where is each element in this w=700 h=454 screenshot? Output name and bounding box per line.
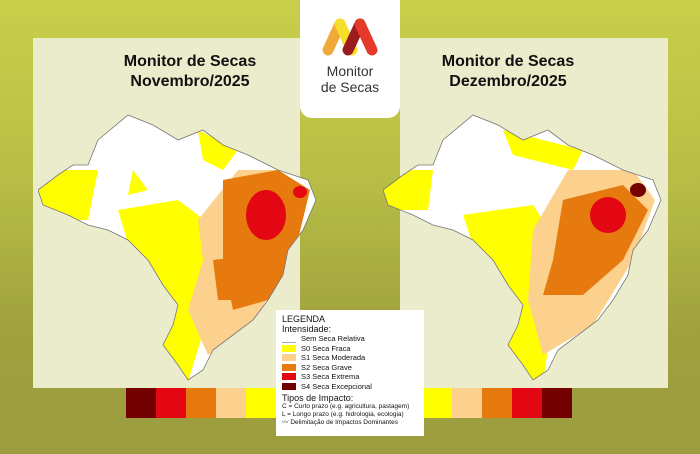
legend-boundary: 〰 Delimitação de Impactos Dominantes <box>282 419 418 427</box>
legend-swatch <box>282 344 296 352</box>
legend-item: S3 Seca Extrema <box>282 372 418 382</box>
legend-item-label: S3 Seca Extrema <box>301 372 360 382</box>
legend-item-label: S0 Seca Fraca <box>301 343 351 353</box>
stripe-segment <box>452 388 482 418</box>
legend-item: S2 Seca Grave <box>282 363 418 373</box>
brazil-outline <box>38 114 317 381</box>
title-line2: Dezembro/2025 <box>449 73 567 90</box>
legend-intensity-label: Intensidade: <box>282 324 332 334</box>
legend-swatch <box>282 363 296 371</box>
s2-area-south <box>213 255 258 300</box>
stripe-segment <box>216 388 246 418</box>
stripe-segment <box>512 388 542 418</box>
logo-text-line1: Monitor <box>326 63 374 79</box>
legend-impact-short: C = Curto prazo (e.g. agricultura, pasta… <box>282 403 410 410</box>
stripe-segment <box>542 388 572 418</box>
legend-swatch <box>282 373 296 381</box>
s3-area <box>246 190 286 240</box>
brazil-map-december <box>383 114 662 381</box>
legend-item-label: S4 Seca Excepcional <box>301 381 372 391</box>
legend-boundary-label: Delimitação de Impactos Dominantes <box>290 419 398 426</box>
title-line1: Monitor de Secas <box>123 53 257 70</box>
stripe-segment <box>156 388 186 418</box>
legend-item: S1 Seca Moderada <box>282 353 418 363</box>
map-title-november: Monitor de Secas Novembro/2025 <box>60 52 320 92</box>
title-line1: Monitor de Secas <box>441 53 575 70</box>
boundary-line-icon: 〰 <box>282 419 289 426</box>
stripe-segment <box>126 388 156 418</box>
s3-area <box>590 197 626 233</box>
m-logo-icon <box>322 18 378 56</box>
monitor-de-secas-logo: Monitor de Secas <box>300 0 400 118</box>
legend-impact-label: Tipos de Impacto: <box>282 393 354 403</box>
legend-item: Sem Seca Relativa <box>282 334 418 344</box>
stripe-segment <box>482 388 512 418</box>
stripe-segment <box>422 388 452 418</box>
stripe-segment <box>246 388 276 418</box>
legend-swatch <box>282 382 296 390</box>
s3-area-ne <box>293 186 307 198</box>
legend: LEGENDA Intensidade: Sem Seca Relativa S0… <box>276 310 424 436</box>
s4-area <box>630 183 646 197</box>
legend-impact-long: L = Longo prazo (e.g. hidrologia, ecolog… <box>282 411 404 418</box>
legend-item: S4 Seca Excepcional <box>282 382 418 392</box>
map-title-december: Monitor de Secas Dezembro/2025 <box>378 52 638 92</box>
brazil-outline <box>383 114 662 381</box>
title-line2: Novembro/2025 <box>130 73 250 90</box>
logo-text-line2: de Secas <box>320 79 380 95</box>
legend-item: S0 Seca Fraca <box>282 344 418 354</box>
legend-item-label: Sem Seca Relativa <box>301 334 365 344</box>
legend-item-label: S2 Seca Grave <box>301 362 352 372</box>
legend-title: LEGENDA <box>282 314 326 324</box>
legend-swatch <box>282 354 296 362</box>
legend-swatch <box>282 334 296 343</box>
brazil-map-november <box>38 114 317 381</box>
legend-item-label: S1 Seca Moderada <box>301 353 366 363</box>
stripe-segment <box>186 388 216 418</box>
